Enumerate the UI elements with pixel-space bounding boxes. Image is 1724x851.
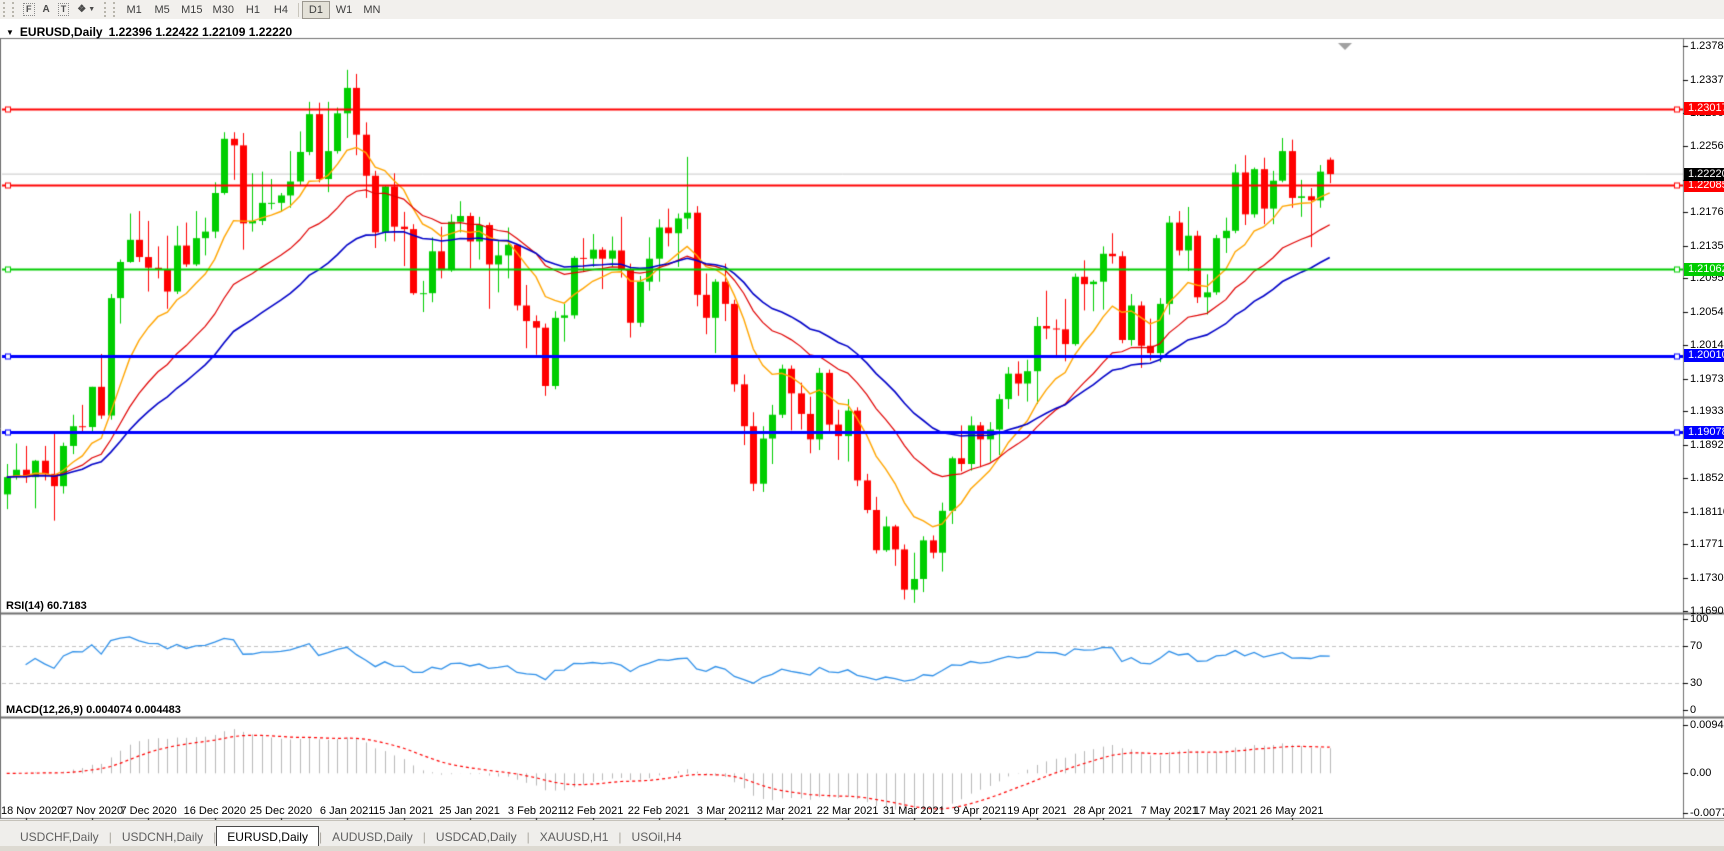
price-tick-label: 1.18520: [1690, 471, 1724, 484]
timeframe-button-h4[interactable]: H4: [273, 3, 288, 16]
date-label: 12 Mar 2021: [750, 805, 813, 817]
text-tool-icon[interactable]: T: [57, 3, 70, 16]
macd-tick-label: -0.00777: [1690, 807, 1724, 819]
timeframes-toolbar: M1 M5 M15 M30 H1 H4 D1 W1 MN: [120, 0, 386, 19]
price-tick-label: 1.17710: [1690, 538, 1724, 551]
rsi-label: RSI(14) 60.7183: [6, 600, 87, 612]
date-label: 27 Nov 2020: [60, 805, 124, 817]
toolbar-separator: [297, 2, 299, 17]
date-label: 31 Mar 2021: [882, 805, 945, 817]
tab-eurusd-daily[interactable]: EURUSD,Daily: [216, 826, 319, 847]
date-label: 22 Mar 2021: [816, 805, 879, 817]
timeframe-button-d1[interactable]: D1: [301, 0, 330, 19]
date-label: 26 May 2021: [1259, 805, 1324, 817]
price-line-label: 1.23017: [1684, 102, 1724, 116]
price-tick-label: 1.20540: [1690, 306, 1724, 319]
tab-separator: |: [108, 830, 112, 844]
rsi-tick-label: 0: [1690, 704, 1697, 716]
timeframe-button-mn[interactable]: MN: [363, 3, 381, 16]
toolbar-grip[interactable]: [3, 2, 14, 17]
date-label: 9 Apr 2021: [953, 805, 1007, 817]
macd-tick-label: 0.00: [1690, 767, 1712, 780]
date-label: 22 Feb 2021: [627, 805, 690, 817]
date-label: 18 Nov 2020: [1, 805, 64, 817]
price-tick-label: 1.18110: [1690, 505, 1724, 518]
date-label: 3 Feb 2021: [507, 805, 564, 817]
chart-tabs-bar: USDCHF,Daily | USDCNH,Daily | EURUSD,Daily | A…: [0, 820, 1724, 847]
price-tick-label: 1.19330: [1690, 405, 1724, 418]
chart-symbol: EURUSD,Daily: [19, 25, 103, 39]
chart-window: ▼ EURUSD,Daily 1.22396 1.22422 1.22109 1…: [0, 19, 1724, 820]
window-bottom-edge: [0, 846, 1724, 851]
timeframe-button-m15[interactable]: M15: [181, 3, 203, 16]
tab-separator: |: [213, 830, 217, 844]
line-studies-toolbar: F A T ❖ ▼: [23, 3, 95, 16]
fibonacci-tool-icon[interactable]: F: [23, 3, 35, 16]
current-price-label: 1.22220: [1684, 167, 1724, 181]
date-label: 3 Mar 2021: [696, 805, 753, 817]
collapse-triangle-icon[interactable]: ▼: [6, 27, 14, 37]
text-label-tool-icon[interactable]: A: [42, 4, 50, 15]
tab-audusd-daily[interactable]: AUDUSD,Daily: [332, 830, 413, 844]
toolbar: F A T ❖ ▼ M1 M5 M15 M30 H1 H4 D1 W1 MN: [0, 0, 1724, 20]
price-tick-label: 1.19730: [1690, 372, 1724, 385]
tab-separator: |: [318, 830, 323, 844]
date-label: 25 Jan 2021: [439, 805, 500, 817]
price-tick-label: 1.20140: [1690, 338, 1724, 351]
price-line-label: 1.22085: [1684, 178, 1724, 192]
tab-separator: |: [618, 830, 622, 844]
date-label: 17 May 2021: [1193, 805, 1258, 817]
timeframe-button-w1[interactable]: W1: [335, 3, 353, 16]
tab-usoil-h4[interactable]: USOil,H4: [631, 830, 682, 844]
timeframe-button-m5[interactable]: M5: [154, 3, 170, 16]
price-tick-label: 1.21760: [1690, 205, 1724, 218]
date-label: 6 Jan 2021: [319, 805, 375, 817]
price-tick-label: 1.23780: [1690, 40, 1724, 52]
chart-canvas[interactable]: [0, 19, 1724, 820]
macd-label: MACD(12,26,9) 0.004074 0.004483: [6, 704, 181, 716]
price-tick-label: 1.23370: [1690, 73, 1724, 86]
tab-xauusd-h1[interactable]: XAUUSD,H1: [539, 830, 609, 844]
price-tick-label: 1.22560: [1690, 140, 1724, 153]
date-label: 15 Jan 2021: [373, 805, 434, 817]
price-line-label: 1.19078: [1684, 425, 1724, 439]
rsi-tick-label: 30: [1690, 676, 1703, 689]
price-line-label: 1.20010: [1684, 349, 1724, 363]
rsi-tick-label: 70: [1690, 640, 1703, 653]
shapes-tool-icon[interactable]: ❖ ▼: [77, 4, 96, 15]
price-tick-label: 1.21350: [1690, 239, 1724, 252]
tab-usdcnh-daily[interactable]: USDCNH,Daily: [121, 830, 204, 844]
date-label: 25 Dec 2020: [249, 805, 313, 817]
tab-usdchf-daily[interactable]: USDCHF,Daily: [20, 830, 99, 844]
timeframe-button-h1[interactable]: H1: [245, 3, 260, 16]
date-label: 16 Dec 2020: [183, 805, 247, 817]
date-label: 28 Apr 2021: [1073, 805, 1133, 817]
price-line-label: 1.21062: [1684, 262, 1724, 276]
tab-separator: |: [422, 830, 426, 844]
rsi-tick-label: 100: [1690, 613, 1709, 625]
chart-title: ▼ EURUSD,Daily 1.22396 1.22422 1.22109 1…: [6, 25, 292, 39]
tab-usdcad-daily[interactable]: USDCAD,Daily: [435, 830, 517, 844]
timeframe-button-m1[interactable]: M1: [126, 3, 142, 16]
timeframe-button-m30[interactable]: M30: [212, 3, 234, 16]
price-tick-label: 1.16900: [1690, 605, 1724, 617]
price-tick-label: 1.18920: [1690, 439, 1724, 452]
toolbar-grip[interactable]: [104, 2, 116, 17]
date-label: 12 Feb 2021: [561, 805, 624, 817]
chart-ohlc-values: 1.22396 1.22422 1.22109 1.22220: [108, 25, 293, 39]
tab-separator: |: [526, 830, 530, 844]
macd-tick-label: 0.009478: [1690, 719, 1724, 731]
date-label: 7 Dec 2020: [120, 805, 177, 817]
date-label: 7 May 2021: [1140, 805, 1199, 817]
price-tick-label: 1.17300: [1690, 572, 1724, 585]
date-label: 19 Apr 2021: [1007, 805, 1067, 817]
